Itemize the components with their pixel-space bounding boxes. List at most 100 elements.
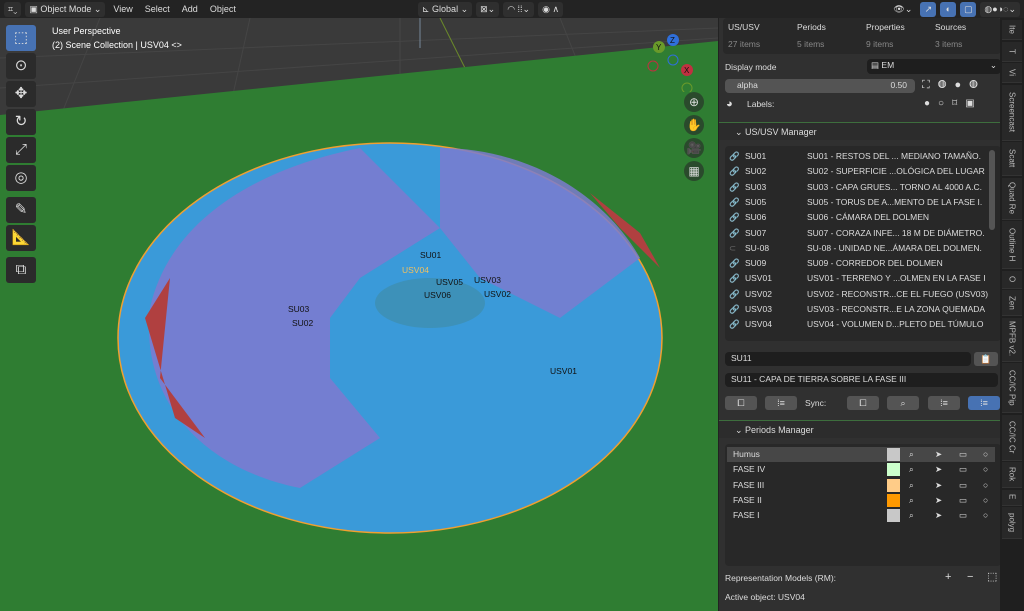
select-period-icon[interactable]: ➤ (935, 449, 943, 459)
us-list-item[interactable]: 🔗 SU03 SU03 - CAPA GRUES... TORNO AL 4000 … (725, 180, 987, 195)
zoom-icon[interactable]: ⊕ (684, 92, 704, 112)
select-period-icon[interactable]: ➤ (935, 510, 943, 521)
us-list-item[interactable]: 🔗 SU07 SU07 - CORAZA INFE... 18 M DE DIÁME… (725, 226, 987, 241)
navigation-gizmo[interactable]: Z Y X (640, 32, 700, 92)
camera-icon[interactable]: 🎥 (684, 138, 704, 158)
us-name-field[interactable]: SU11 (725, 352, 971, 366)
sidebar-tab[interactable]: Rok (1002, 462, 1022, 488)
label-style-icons[interactable]: ●○⌑▣ (924, 98, 983, 109)
select-period-icon[interactable]: ➤ (935, 494, 943, 505)
period-item[interactable]: FASE III ⌕ ➤ ▭ ○ (727, 478, 995, 493)
display-period-icon[interactable]: ▭ (959, 510, 968, 521)
zoom-period-icon[interactable]: ⌕ (909, 449, 914, 459)
display-mode-dropdown[interactable]: ▤ EM ⌄ (867, 59, 1001, 74)
solo-period-icon[interactable]: ○ (983, 464, 989, 475)
period-color-swatch[interactable] (887, 478, 900, 492)
us-list-item[interactable]: 🔗 SU05 SU05 - TORUS DE A...MENTO DE LA FAS… (725, 195, 987, 210)
sidebar-tab[interactable]: T (1002, 41, 1022, 62)
us-list-scrollbar[interactable] (989, 150, 995, 230)
sidebar-tab[interactable]: Zen (1002, 290, 1022, 316)
us-list-item[interactable]: 🔗 USV03 USV03 - RECONSTR...E LA ZONA QUEMA… (725, 302, 987, 317)
period-item[interactable]: FASE IV ⌕ ➤ ▭ ○ (727, 462, 995, 477)
menu-object[interactable]: Object (209, 4, 236, 14)
period-item[interactable]: FASE II ⌕ ➤ ▭ ○ (727, 493, 995, 508)
sidebar-tab[interactable]: CC/IC Pip (1002, 363, 1022, 413)
menu-select[interactable]: Select (144, 4, 170, 14)
orientation-dropdown[interactable]: ⊾ Global ⌄ (418, 2, 473, 17)
us-list-item[interactable]: 🔗 SU01 SU01 - RESTOS DEL ... MEDIANO TAMAÑ… (725, 149, 987, 164)
sidebar-tab[interactable]: O (1002, 270, 1022, 289)
select-period-icon[interactable]: ➤ (935, 479, 943, 490)
remove-rm-icon[interactable]: − (967, 571, 974, 583)
display-period-icon[interactable]: ▭ (959, 449, 968, 459)
paste-icon[interactable]: 📋 (974, 352, 998, 366)
cursor-icon[interactable]: ⊙ (6, 53, 36, 79)
periods-list[interactable]: Humus ⌕ ➤ ▭ ○ FASE IV ⌕ ➤ ▭ ○ FASE III ⌕ ➤ ▭ ○ FASE II ⌕… (725, 444, 1001, 566)
measure-icon[interactable]: 📐 (6, 225, 36, 251)
mode-dropdown[interactable]: ▣ Object Mode ⌄ (25, 2, 106, 17)
select-object-icon[interactable]: ⧠ (725, 396, 757, 410)
zoom-period-icon[interactable]: ⌕ (909, 479, 914, 490)
sidebar-tab[interactable]: Outline H (1002, 221, 1022, 269)
solo-period-icon[interactable]: ○ (983, 479, 989, 490)
alpha-mode-icons[interactable]: ⛶◍●◍ (922, 79, 986, 91)
transform-icon[interactable]: ◎ (6, 165, 36, 191)
display-period-icon[interactable]: ▭ (959, 479, 968, 490)
solo-period-icon[interactable]: ○ (983, 494, 989, 505)
scale-icon[interactable]: ⤢ (6, 137, 36, 163)
select-period-icon[interactable]: ➤ (935, 464, 943, 475)
period-item[interactable]: Humus ⌕ ➤ ▭ ○ (727, 447, 995, 462)
proportional-edit-icon[interactable]: ◉ ∧ (538, 2, 564, 17)
zoom-period-icon[interactable]: ⌕ (909, 494, 914, 505)
solo-period-icon[interactable]: ○ (983, 510, 989, 521)
us-list-item[interactable]: ⊂ SU-08 SU-08 - UNIDAD NE...ÁMARA DEL DOLM… (725, 241, 987, 256)
zoom-period-icon[interactable]: ⌕ (909, 464, 914, 475)
us-list[interactable]: 🔗 SU01 SU01 - RESTOS DEL ... MEDIANO TAMAÑ… (725, 146, 1001, 341)
sidebar-tab[interactable]: E (1002, 489, 1022, 506)
sidebar-tab[interactable]: Quad Re (1002, 177, 1022, 220)
shading-buttons[interactable]: ◍●◑◌⌄ (980, 2, 1020, 17)
sidebar-tab[interactable]: MPFB v2. (1002, 317, 1022, 362)
menu-view[interactable]: View (113, 4, 133, 14)
sidebar-tab[interactable]: Scatt (1002, 142, 1022, 176)
xray-toggle-icon[interactable]: ▢ (960, 2, 977, 17)
rotate-icon[interactable]: ↻ (6, 109, 36, 135)
periods-manager-header[interactable]: ⌄ Periods Manager (719, 420, 1001, 438)
add-cube-icon[interactable]: ⧉ (6, 257, 36, 283)
us-list-item[interactable]: 🔗 SU06 SU06 - CÁMARA DEL DOLMEN (725, 210, 987, 225)
labels-toggle-icon[interactable]: ◕ (726, 98, 733, 110)
period-item[interactable]: FASE I ⌕ ➤ ▭ ○ (727, 508, 995, 523)
list-icon[interactable]: ⁞≡ (765, 396, 797, 410)
sidebar-tab[interactable]: CC/IC Cr (1002, 414, 1022, 461)
sidebar-tab[interactable]: Ite (1002, 20, 1022, 40)
period-color-swatch[interactable] (887, 463, 900, 477)
alpha-slider[interactable]: alpha 0.50 (725, 79, 915, 93)
us-manager-header[interactable]: ⌄ US/USV Manager (719, 122, 1001, 140)
sidebar-tab[interactable]: Screencast (1002, 84, 1022, 141)
us-list-item[interactable]: 🔗 USV02 USV02 - RECONSTR...CE EL FUEGO (US… (725, 287, 988, 302)
period-color-swatch[interactable] (887, 493, 900, 507)
zoom-period-icon[interactable]: ⌕ (909, 510, 914, 521)
3d-viewport[interactable]: User Perspective (2) Scene Collection | … (0, 18, 718, 611)
sync-zoom-icon[interactable]: ⌕ (887, 396, 919, 410)
sync-object-icon[interactable]: ⧠ (847, 396, 879, 410)
sync-active-icon[interactable]: ⁞≡ (968, 396, 1000, 410)
us-list-item[interactable]: 🔗 USV04 USV04 - VOLUMEN D...PLETO DEL TÚMU… (725, 317, 987, 332)
rm-select-icon[interactable]: ⬚ (987, 571, 998, 583)
period-color-swatch[interactable] (887, 448, 900, 461)
display-period-icon[interactable]: ▭ (959, 464, 968, 475)
snap-icon[interactable]: ◠ ⁞⁞⌄ (503, 2, 535, 17)
select-box-icon[interactable]: ⬚ (6, 25, 36, 51)
sidebar-tab[interactable]: Vi (1002, 63, 1022, 83)
pivot-icon[interactable]: ⊠⌄ (476, 2, 500, 17)
us-description-field[interactable]: SU11 - CAPA DE TIERRA SOBRE LA FASE III (725, 373, 998, 387)
menu-add[interactable]: Add (181, 4, 198, 14)
display-period-icon[interactable]: ▭ (959, 494, 968, 505)
overlay-toggle-icon[interactable]: ◐ (940, 2, 957, 17)
annotate-icon[interactable]: ✎ (6, 197, 36, 223)
us-list-item[interactable]: 🔗 SU02 SU02 - SUPERFICIE ...OLÓGICA DEL LU… (725, 164, 987, 179)
sidebar-tab[interactable]: polyg (1002, 507, 1022, 539)
gizmo-toggle-icon[interactable]: ↗ (920, 2, 937, 17)
us-list-item[interactable]: 🔗 USV01 USV01 - TERRENO Y ...OLMEN EN LA F… (725, 271, 987, 286)
sync-list-icon[interactable]: ⁞≡ (928, 396, 960, 410)
